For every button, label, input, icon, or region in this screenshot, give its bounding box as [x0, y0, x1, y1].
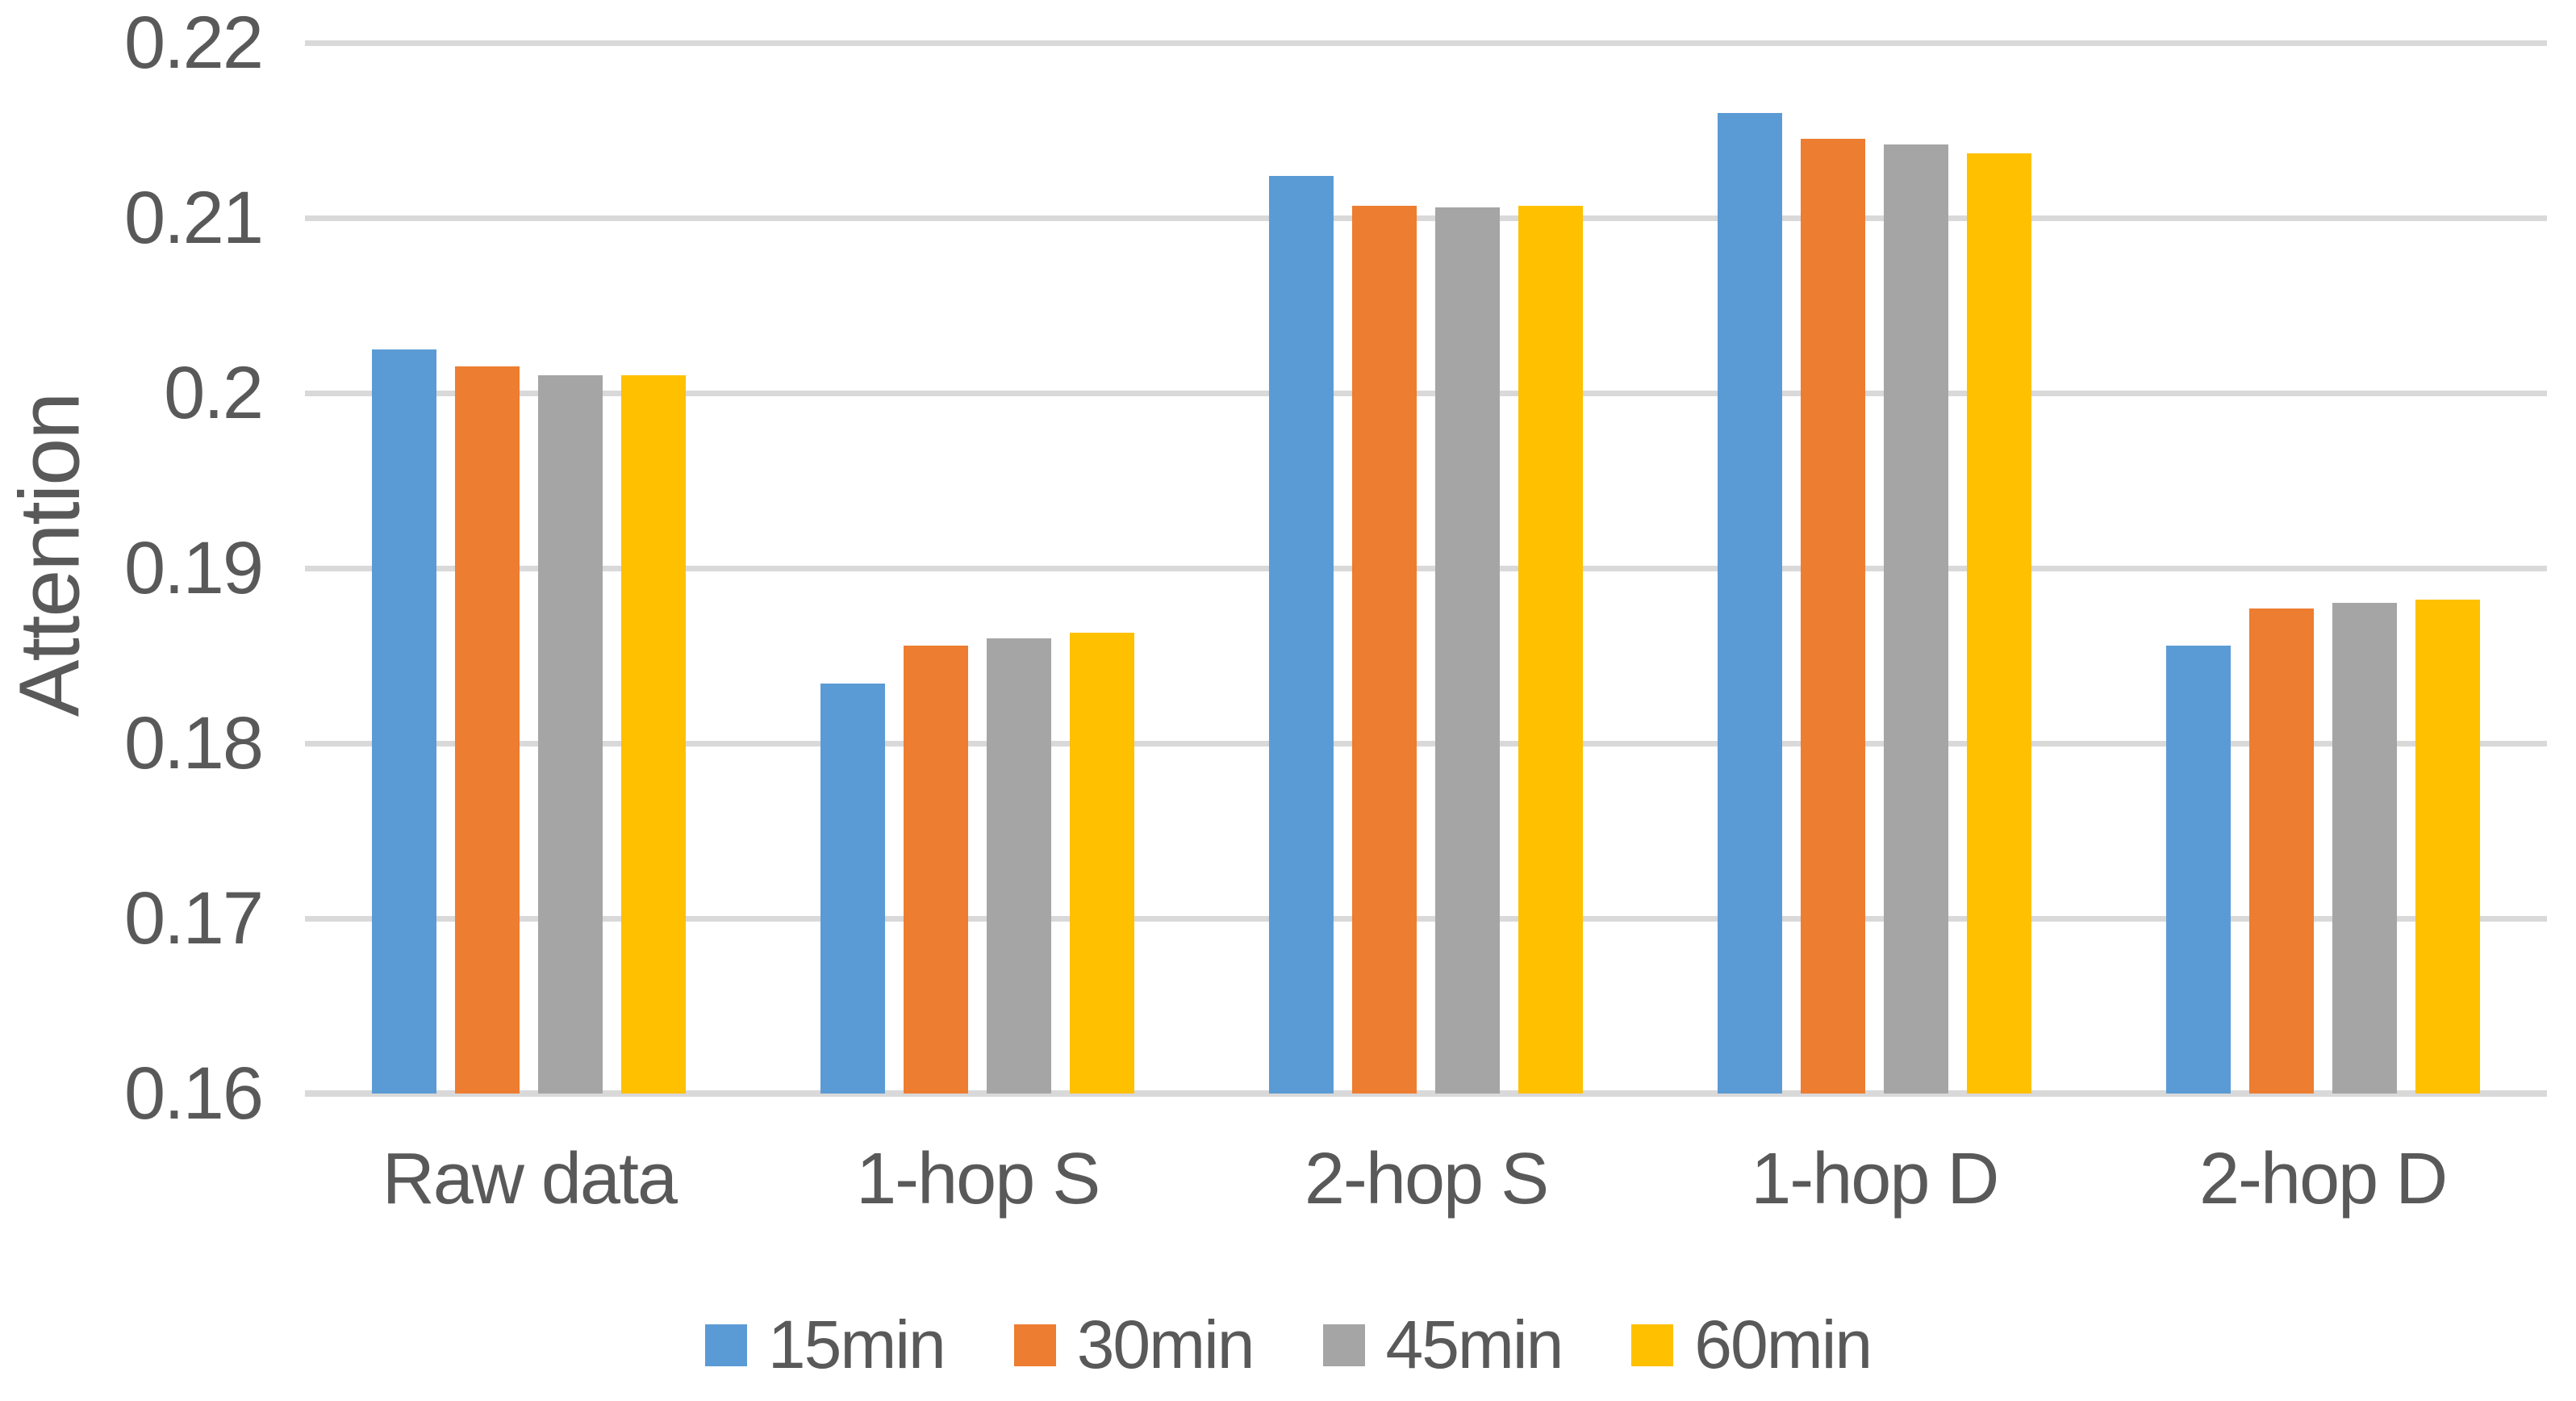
y-tick-label-0-21: 0.21: [123, 177, 264, 259]
gridline: [305, 215, 2547, 221]
x-category-label-1-hop-d: 1-hop D: [1751, 1139, 1999, 1219]
bar-60min-1-hop-s: [1070, 633, 1135, 1094]
bar-30min-2-hop-d: [2248, 608, 2314, 1094]
bar-30min-1-hop-s: [904, 645, 969, 1094]
bar-45min-1-hop-d: [1883, 144, 1948, 1094]
legend-label-45min: 45min: [1385, 1307, 1564, 1382]
bar-30min-2-hop-s: [1352, 205, 1417, 1094]
bar-15min-1-hop-s: [820, 684, 886, 1094]
bar-15min-2-hop-d: [2165, 645, 2231, 1094]
bar-45min-raw-data: [538, 375, 603, 1094]
gridline: [305, 40, 2547, 46]
legend-swatch-15min: [704, 1324, 747, 1366]
legend-swatch-60min: [1631, 1324, 1674, 1366]
legend: 15min 30min 45min 60min: [0, 1306, 2576, 1384]
bar-30min-1-hop-d: [1800, 139, 1865, 1094]
bar-45min-2-hop-s: [1435, 207, 1500, 1094]
legend-label-15min: 15min: [767, 1307, 946, 1382]
gridline: [305, 740, 2547, 747]
bar-30min-raw-data: [455, 366, 520, 1094]
gridline: [305, 390, 2547, 396]
bar-15min-raw-data: [372, 349, 437, 1094]
x-category-label-raw-data: Raw data: [382, 1139, 678, 1219]
y-tick-label-0-22: 0.22: [123, 2, 264, 84]
legend-label-60min: 60min: [1694, 1307, 1873, 1382]
bar-60min-1-hop-d: [1966, 153, 2031, 1094]
gridline: [305, 915, 2547, 922]
y-tick-label-0-16: 0.16: [123, 1052, 264, 1135]
x-category-label-1-hop-s: 1-hop S: [856, 1139, 1100, 1219]
x-category-label-2-hop-s: 2-hop S: [1304, 1139, 1549, 1219]
y-tick-label-0-18: 0.18: [123, 702, 264, 784]
x-category-label-2-hop-d: 2-hop D: [2199, 1139, 2448, 1219]
legend-item-45min: 45min: [1322, 1306, 1564, 1384]
bar-45min-2-hop-d: [2332, 603, 2397, 1094]
legend-item-60min: 60min: [1631, 1306, 1873, 1384]
y-tick-label-0-2: 0.2: [164, 352, 264, 434]
y-tick-label-0-19: 0.19: [123, 527, 264, 609]
legend-swatch-30min: [1013, 1324, 1056, 1366]
bar-60min-raw-data: [621, 375, 687, 1094]
bar-60min-2-hop-d: [2415, 600, 2480, 1094]
legend-item-15min: 15min: [704, 1306, 946, 1384]
x-axis-line: [305, 1090, 2547, 1097]
bar-45min-1-hop-s: [987, 638, 1052, 1094]
legend-item-30min: 30min: [1013, 1306, 1255, 1384]
legend-label-30min: 30min: [1076, 1307, 1255, 1382]
bar-15min-2-hop-s: [1269, 175, 1334, 1094]
plot-area: [305, 40, 2547, 1097]
gridline: [305, 565, 2547, 571]
y-tick-label-0-17: 0.17: [123, 877, 264, 960]
bar-15min-1-hop-d: [1717, 112, 1782, 1094]
bar-60min-2-hop-s: [1518, 205, 1583, 1094]
legend-swatch-45min: [1322, 1324, 1365, 1366]
